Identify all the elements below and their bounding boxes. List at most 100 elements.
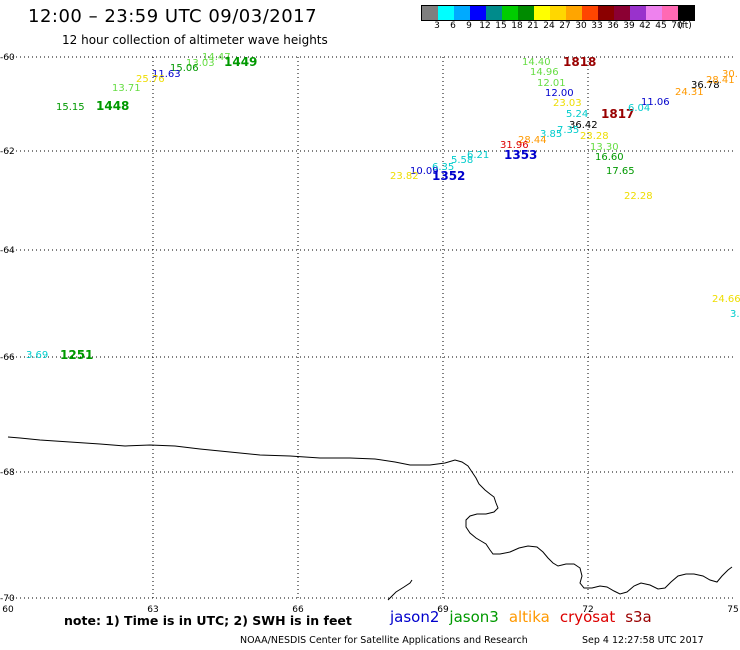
legend-label: 6 [450,21,456,31]
timestamp-text: Sep 4 12:27:58 UTC 2017 [582,635,704,646]
wave-height-label: 7.35 [557,125,579,136]
wave-height-label: 24.66 [712,294,740,305]
satellite-legend: jason2 jason3 altika cryosat s3a [390,608,662,626]
color-legend-bar [421,5,695,21]
longitude-label: 66 [292,605,304,615]
wave-height-label: 6.21 [467,150,489,161]
latitude-label: -64 [0,246,15,256]
pass-time-label: 1818 [563,55,596,69]
legend-label: 9 [466,21,472,31]
coastline-fragment [387,579,413,601]
longitude-label: 60 [2,605,14,615]
credit-text: NOAA/NESDIS Center for Satellite Applica… [240,635,528,646]
legend-swatch [550,6,566,20]
wave-height-label: 13.03 [186,58,215,69]
longitude-label: 72 [582,605,593,615]
legend-swatch [454,6,470,20]
legend-swatch [486,6,502,20]
legend-swatch [566,6,582,20]
wave-height-label: 25.76 [136,74,165,85]
footer: NOAA/NESDIS Center for Satellite Applica… [240,635,704,646]
wave-height-label: 36.78 [691,80,720,91]
wave-height-label: 30. [722,69,738,80]
legend-swatch [598,6,614,20]
legend-swatch [630,6,646,20]
wave-height-label: 5.58 [451,155,473,166]
latitude-label: -62 [0,147,15,157]
legend-swatch [582,6,598,20]
wave-height-label: 14.47 [202,52,231,63]
wave-height-label: 31.96 [500,140,529,151]
legend-swatch [422,6,438,20]
wave-height-label: 28.41 [706,75,735,86]
wave-height-label: 23.03 [553,98,582,109]
wave-height-label: 28.44 [518,135,547,146]
wave-height-label: 5.24 [566,109,588,120]
latitude-label: -68 [0,468,15,478]
graticule [8,56,733,599]
legend-swatch [438,6,454,20]
legend-swatch [518,6,534,20]
legend-label: 45 [655,21,667,31]
legend-label: (ft) [678,21,692,31]
legend-label: 33 [591,21,603,31]
satellite-cryosat-label: cryosat [559,608,616,626]
footnote: note: 1) Time is in UTC; 2) SWH is in fe… [64,613,352,628]
wave-height-label: 15.15 [56,102,85,113]
legend-label: 12 [479,21,491,31]
wave-height-label: 14.96 [530,67,559,78]
satellite-s3a-label: s3a [625,608,652,626]
latitude-label: -60 [0,53,15,63]
wave-height-label: 6.35 [432,162,454,173]
map-subtitle: 12 hour collection of altimeter wave hei… [62,33,328,47]
legend-label: 18 [511,21,523,31]
pass-time-label: 1353 [504,148,537,162]
wave-height-label: 13.71 [112,83,141,94]
satellite-altika-label: altika [508,608,550,626]
legend-swatch [534,6,550,20]
pass-time-label: 1448 [96,99,129,113]
wave-height-label: 12.01 [537,78,566,89]
pass-time-label: 1817 [601,107,634,121]
pass-time-label: 1352 [432,169,465,183]
legend-swatch [502,6,518,20]
latitude-label: -70 [0,594,15,604]
wave-height-label: 22.28 [624,191,653,202]
wave-height-label: 17.65 [606,166,635,177]
legend-swatch [678,6,694,20]
wave-height-label: 36.42 [569,120,598,131]
latitude-label: -66 [0,353,15,363]
legend-label: 39 [623,21,635,31]
wave-height-label: 3. [730,309,740,320]
longitude-label: 75 [727,605,738,615]
legend-swatch [614,6,630,20]
legend-label: 27 [559,21,571,31]
wave-height-label: 23.82 [390,171,419,182]
map-title: 12:00 – 23:59 UTC 09/03/2017 [28,6,318,27]
wave-height-label: 23.28 [580,131,609,142]
satellite-jason2-label: jason2 [390,608,440,626]
wave-height-label: 11.06 [641,97,670,108]
legend-swatch [646,6,662,20]
legend-label: 30 [575,21,587,31]
legend-label: 15 [495,21,507,31]
satellite-jason3-label: jason3 [449,608,499,626]
legend-label: 36 [607,21,619,31]
wave-height-label: 13.30 [590,142,619,153]
legend-label: 21 [527,21,539,31]
antarctic-coastline [7,436,733,595]
wave-height-label: 11.63 [152,69,181,80]
wave-height-label: 24.31 [675,87,704,98]
pass-time-label: 1449 [224,55,257,69]
longitude-label: 63 [147,605,158,615]
legend-label: 3 [434,21,440,31]
wave-height-label: 3.85 [540,129,562,140]
legend-label: 42 [639,21,651,31]
wave-height-label: 16.60 [595,152,624,163]
wave-height-label: 3.69 [26,350,48,361]
legend-swatch [662,6,678,20]
